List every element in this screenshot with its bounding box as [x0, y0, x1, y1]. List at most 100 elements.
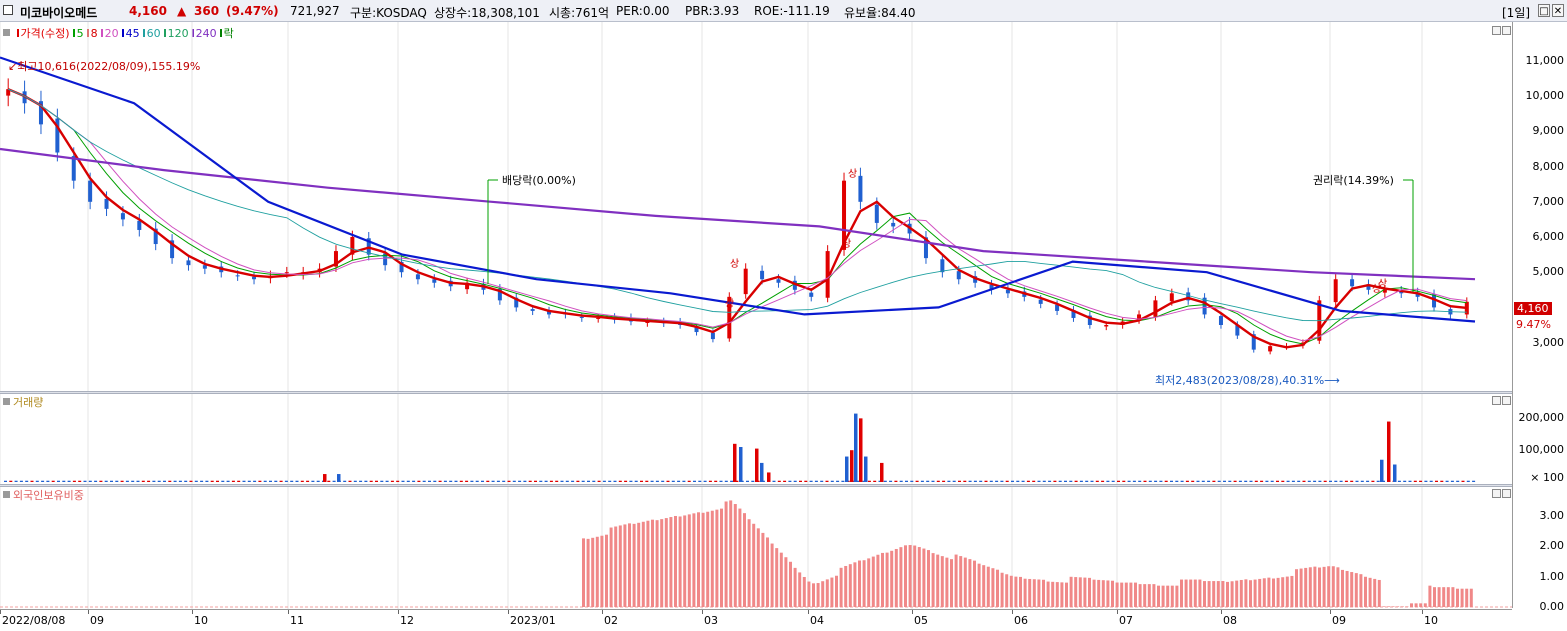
volume-bar: [634, 480, 638, 482]
foreign-bar: [1253, 579, 1257, 607]
select-checkbox[interactable]: [3, 5, 13, 15]
foreign-bar: [1097, 579, 1101, 607]
foreign-bar: [1124, 582, 1128, 607]
foreign-bar: [646, 520, 650, 607]
x-tick-label: 05: [914, 614, 928, 627]
candle-body: [645, 321, 650, 324]
foreign-bar: [628, 523, 631, 607]
volume-bar: [1334, 480, 1338, 482]
legend-marker-icon: [121, 29, 124, 37]
x-tick-label: 10: [1424, 614, 1438, 627]
foreign-bar: [692, 513, 696, 607]
foreign-bar: [1299, 568, 1303, 607]
price-legend: 가격(수정) 5 8 20 45 60 120 240 락: [3, 25, 237, 41]
volume-bar: [216, 480, 219, 482]
volume-bar: [841, 480, 845, 482]
volume-bar: [1000, 480, 1004, 482]
foreign-bar: [591, 537, 595, 607]
panel-close-icon[interactable]: [1502, 26, 1511, 35]
volume-bar: [973, 480, 977, 482]
legend-item[interactable]: 5: [76, 27, 84, 40]
foreign-bar: [697, 512, 700, 607]
panel-close-icon[interactable]: [1502, 396, 1511, 405]
panel-minimize-icon[interactable]: [1492, 396, 1501, 405]
legend-item[interactable]: 락: [223, 27, 234, 40]
foreign-bar: [1037, 579, 1041, 607]
legend-item[interactable]: 45: [125, 27, 140, 40]
foreign-bar: [812, 583, 815, 607]
volume-bar: [1095, 480, 1099, 482]
foreign-bar: [1239, 579, 1243, 607]
volume-bar: [1339, 480, 1343, 482]
foreign-bar: [1046, 581, 1050, 607]
volume-bar: [760, 462, 764, 482]
volume-bar: [1276, 480, 1279, 482]
volume-bar: [1154, 480, 1158, 482]
panel-divider[interactable]: [0, 391, 1567, 394]
volume-bar: [523, 480, 527, 482]
foreign-bar: [623, 524, 627, 607]
volume-bar: [677, 480, 681, 482]
legend-item[interactable]: 120: [167, 27, 189, 40]
volume-bar: [602, 480, 606, 482]
panel-close-icon[interactable]: [1502, 489, 1511, 498]
volume-bar: [385, 480, 389, 482]
volume-bar: [825, 480, 829, 482]
foreign-bar: [1364, 576, 1367, 607]
panel-minimize-icon[interactable]: [1492, 26, 1501, 35]
foreign-legend-label: 외국인보유비중: [13, 489, 84, 502]
legend-item[interactable]: 8: [90, 27, 98, 40]
volume-bar: [147, 480, 151, 482]
volume-bar: [353, 480, 357, 482]
legend-item[interactable]: 240: [195, 27, 217, 40]
x-tick-label: 02: [604, 614, 618, 627]
upper-limit-marker: 상: [1378, 278, 1387, 290]
candle-body: [104, 198, 109, 209]
foreign-bar: [871, 556, 875, 607]
foreign-bar: [913, 545, 917, 607]
panel-divider[interactable]: [0, 484, 1567, 487]
volume-bar: [772, 480, 776, 482]
foreign-chart: [0, 487, 1512, 609]
y-tick-label: 7,000: [1532, 194, 1565, 208]
volume-bar: [1355, 480, 1359, 482]
volume-bar: [984, 480, 988, 482]
legend-item[interactable]: 20: [104, 27, 119, 40]
x-tick-label: 08: [1223, 614, 1237, 627]
foreign-bar: [618, 525, 622, 607]
volume-bar: [1021, 480, 1025, 482]
foreign-bar: [775, 548, 779, 607]
foreign-bar: [779, 552, 783, 607]
legend-item[interactable]: 가격(수정): [20, 27, 70, 40]
restore-icon[interactable]: □: [1538, 4, 1550, 17]
volume-bar: [576, 480, 580, 482]
volume-bar: [306, 480, 310, 482]
foreign-bar: [678, 516, 682, 607]
volume-bar: [359, 480, 363, 482]
legend-item[interactable]: 60: [146, 27, 161, 40]
foreign-bar: [1083, 577, 1087, 607]
foreign-bar: [669, 517, 673, 607]
y-tick-label: 11,000: [1525, 54, 1565, 67]
volume-bar: [1244, 480, 1248, 482]
candle-body: [1218, 316, 1223, 325]
volume-bar: [719, 480, 723, 482]
volume-bar: [1376, 480, 1380, 482]
x-tick-mark: [602, 610, 603, 614]
candle-body: [1005, 289, 1010, 294]
foreign-bar: [798, 572, 802, 607]
volume-bar: [1260, 480, 1264, 482]
volume-bar: [1329, 480, 1332, 482]
panel-minimize-icon[interactable]: [1492, 489, 1501, 498]
volume-bar: [581, 480, 585, 482]
foreign-bar: [1023, 578, 1027, 607]
foreign-bar: [821, 581, 825, 607]
candle-body: [71, 156, 76, 181]
foreign-bar: [1143, 584, 1147, 607]
volume-bar: [459, 480, 463, 482]
volume-bar: [905, 480, 908, 482]
volume-bar: [364, 480, 368, 482]
foreign-bar: [1129, 582, 1133, 607]
close-icon[interactable]: ✕: [1552, 4, 1564, 17]
period-button[interactable]: [1일]: [1502, 6, 1531, 20]
